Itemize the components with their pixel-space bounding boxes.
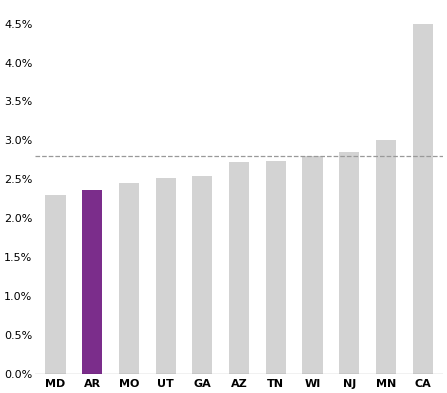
Bar	[266, 161, 286, 374]
Bar	[303, 156, 323, 374]
Bar	[119, 183, 139, 374]
Bar	[339, 152, 359, 374]
Bar	[82, 190, 102, 374]
Bar	[192, 176, 212, 374]
Bar	[413, 24, 433, 374]
Bar	[229, 162, 249, 374]
Bar	[376, 140, 396, 374]
Bar	[156, 178, 176, 374]
Bar	[46, 195, 66, 374]
